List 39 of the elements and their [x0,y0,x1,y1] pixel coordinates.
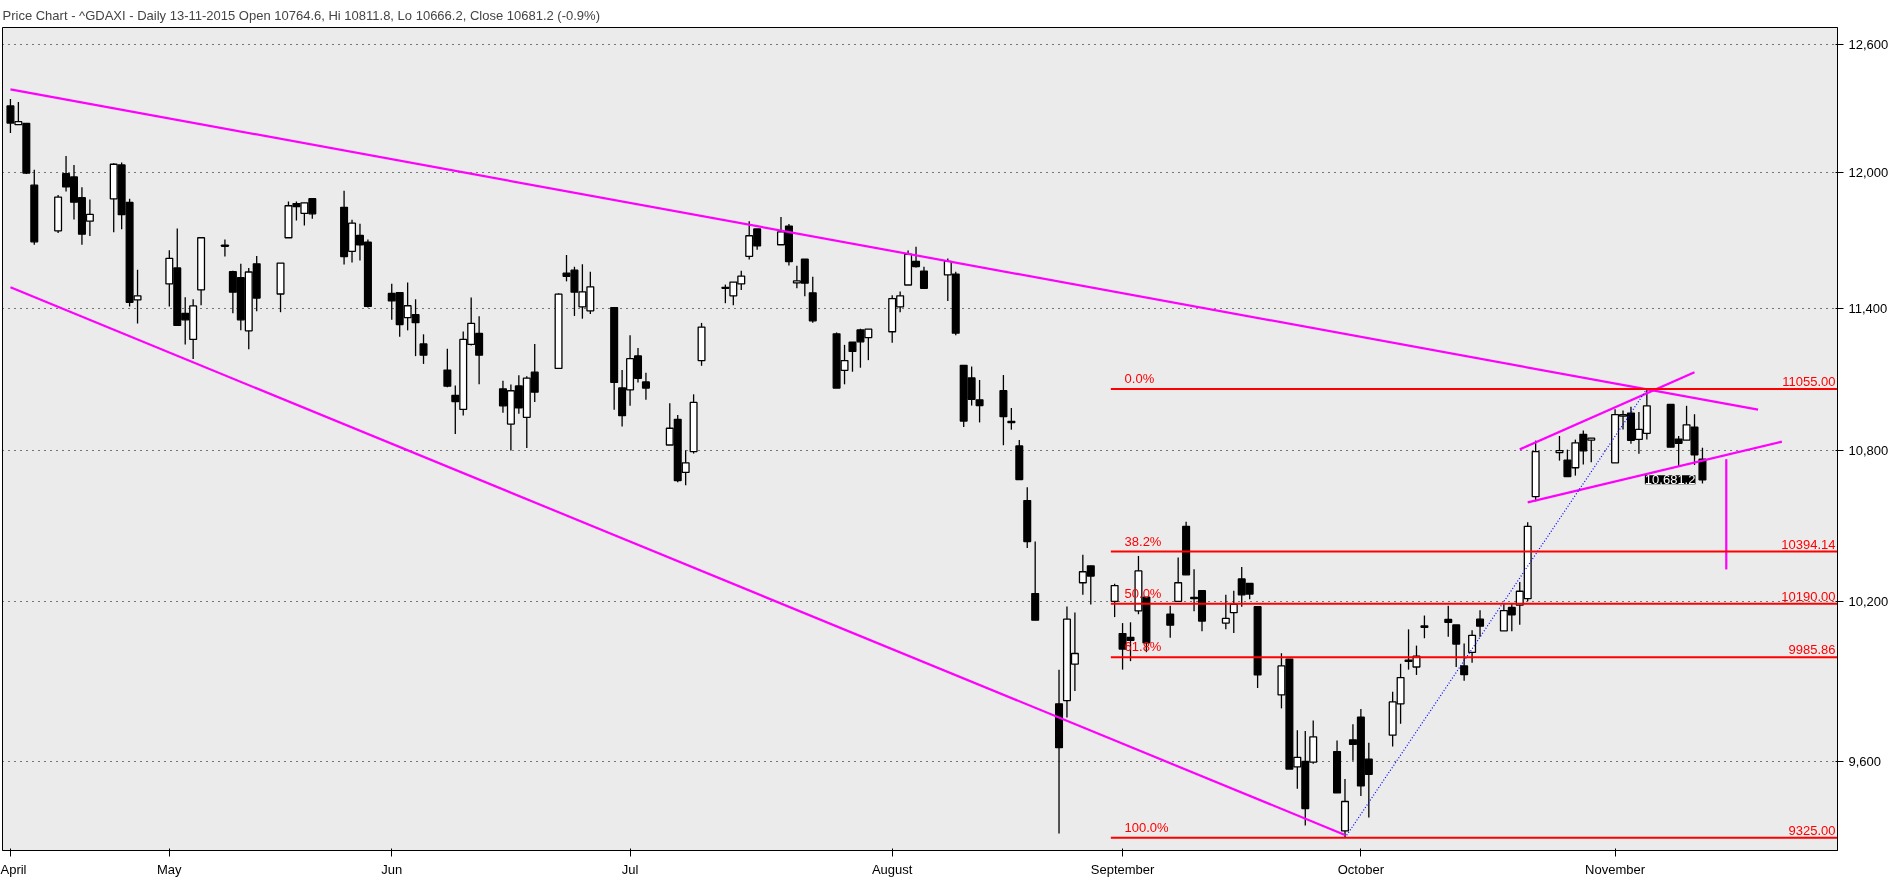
candlestick [1468,629,1477,664]
y-tick-label: 10,800 [1848,443,1889,459]
x-tick-label: November [1585,861,1646,877]
chart-title: Price Chart - ^GDAXI - Daily 13-11-2015 Open 10764.6, Hi 10811.8, Lo 10666.2, Close 10681.2 (-0.9%) [2,7,600,23]
candlestick [1460,642,1469,682]
candlestick [443,348,452,388]
x-tick-label: Jul [621,861,639,877]
candlestick [1420,614,1429,639]
candlestick [419,333,428,365]
x-tick-label: September [1090,861,1156,877]
y-tick-label: 9,600 [1848,753,1882,769]
x-tick-label: Jun [381,861,403,877]
x-tick-label: May [157,861,183,877]
ref-line-label: 11055.00 [1782,374,1836,390]
candlestick [641,372,650,401]
y-tick-label: 11,400 [1848,300,1888,316]
candlestick [919,266,928,289]
candlestick [1476,609,1485,638]
y-tick-label: 12,600 [1848,36,1889,52]
x-tick-label: April [0,861,27,877]
ref-line-label: 10394.14 [1781,536,1836,552]
x-tick-label: October [1337,861,1385,877]
annotation: 0.0% [1124,371,1155,387]
x-tick-label: August [871,861,913,877]
candlestick [1452,624,1461,668]
annotation: 10,681.2 [1644,472,1696,488]
candlestick [1444,605,1453,638]
candlestick [1166,605,1175,639]
ref-line-label: 9325.00 [1788,822,1836,838]
y-tick-label: 12,000 [1848,165,1889,181]
candlestick [1221,594,1230,630]
candlestick [1110,583,1119,618]
ref-line-label: 10190.00 [1781,588,1836,604]
annotation: 38.2% [1124,533,1162,549]
annotation: 100.0% [1124,819,1170,835]
candlestick [1174,556,1183,602]
candlestick [1555,435,1564,462]
y-tick-label: 10,200 [1848,593,1889,609]
ref-line-label: 9985.86 [1788,642,1836,658]
